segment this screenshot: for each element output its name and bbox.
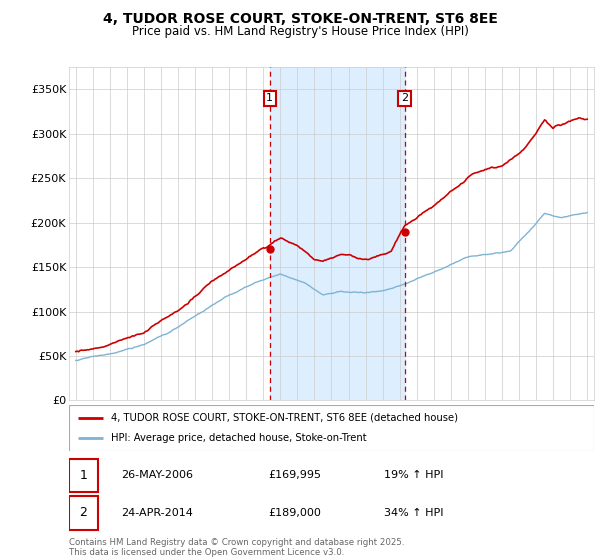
- Text: 2: 2: [79, 506, 88, 520]
- FancyBboxPatch shape: [69, 496, 98, 530]
- Text: Price paid vs. HM Land Registry's House Price Index (HPI): Price paid vs. HM Land Registry's House …: [131, 25, 469, 38]
- Text: 1: 1: [79, 469, 88, 482]
- Text: 24-APR-2014: 24-APR-2014: [121, 508, 193, 518]
- Text: 4, TUDOR ROSE COURT, STOKE-ON-TRENT, ST6 8EE (detached house): 4, TUDOR ROSE COURT, STOKE-ON-TRENT, ST6…: [111, 413, 458, 423]
- FancyBboxPatch shape: [69, 405, 594, 451]
- Text: HPI: Average price, detached house, Stoke-on-Trent: HPI: Average price, detached house, Stok…: [111, 433, 367, 443]
- FancyBboxPatch shape: [69, 459, 98, 492]
- Text: 19% ↑ HPI: 19% ↑ HPI: [384, 470, 443, 480]
- Bar: [270, 67, 404, 400]
- Text: £169,995: £169,995: [269, 470, 322, 480]
- Text: 1: 1: [266, 94, 273, 103]
- Text: 4, TUDOR ROSE COURT, STOKE-ON-TRENT, ST6 8EE: 4, TUDOR ROSE COURT, STOKE-ON-TRENT, ST6…: [103, 12, 497, 26]
- Text: 2: 2: [401, 94, 408, 103]
- Text: Contains HM Land Registry data © Crown copyright and database right 2025.
This d: Contains HM Land Registry data © Crown c…: [69, 538, 404, 557]
- Text: 26-MAY-2006: 26-MAY-2006: [121, 470, 193, 480]
- Text: 34% ↑ HPI: 34% ↑ HPI: [384, 508, 443, 518]
- Text: £189,000: £189,000: [269, 508, 322, 518]
